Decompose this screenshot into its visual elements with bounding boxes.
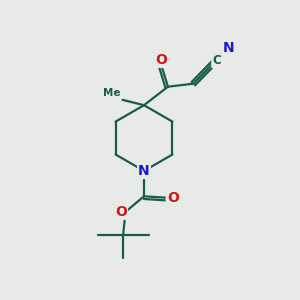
Text: O: O (115, 205, 127, 219)
Text: O: O (167, 191, 178, 205)
Text: Me: Me (103, 88, 120, 98)
Text: C: C (212, 54, 221, 67)
Text: N: N (138, 164, 150, 178)
Text: O: O (155, 53, 167, 67)
Text: N: N (222, 41, 234, 55)
